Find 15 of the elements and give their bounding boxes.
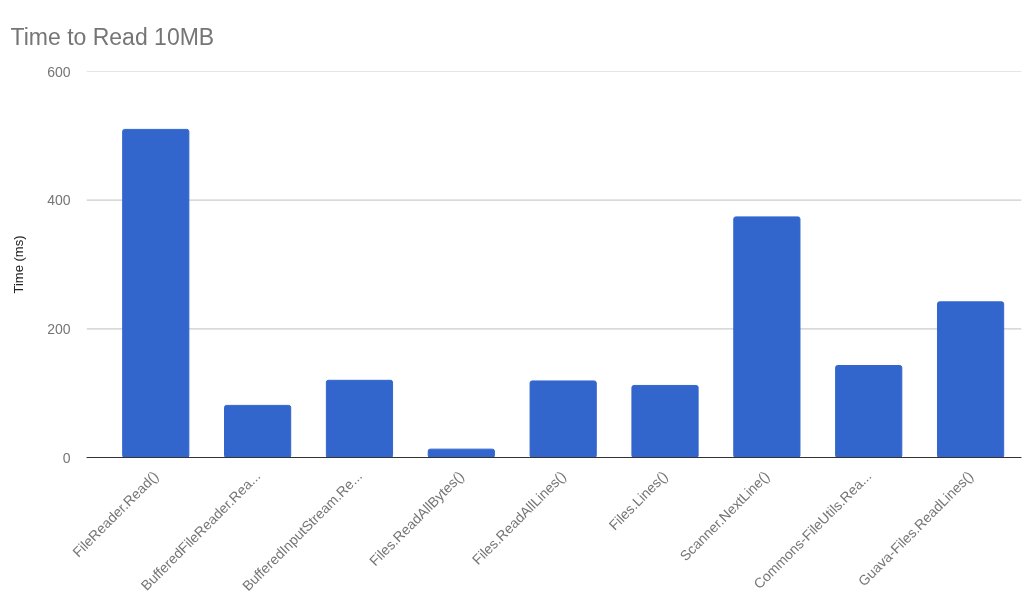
- bar: [733, 216, 801, 458]
- y-tick-label: 0: [62, 449, 71, 466]
- bar: [325, 379, 394, 458]
- y-tick-label: 200: [47, 320, 71, 337]
- bar: [835, 365, 903, 458]
- y-tick-label: 600: [47, 63, 71, 80]
- chart-title: Time to Read 10MB: [10, 24, 215, 50]
- bar: [631, 384, 699, 458]
- y-tick-label: 400: [47, 192, 71, 209]
- bar: [122, 128, 190, 458]
- bar: [427, 448, 495, 458]
- bar: [936, 301, 1005, 458]
- y-axis-title: Time (ms): [11, 235, 27, 294]
- bar: [224, 404, 292, 458]
- bar: [529, 380, 597, 458]
